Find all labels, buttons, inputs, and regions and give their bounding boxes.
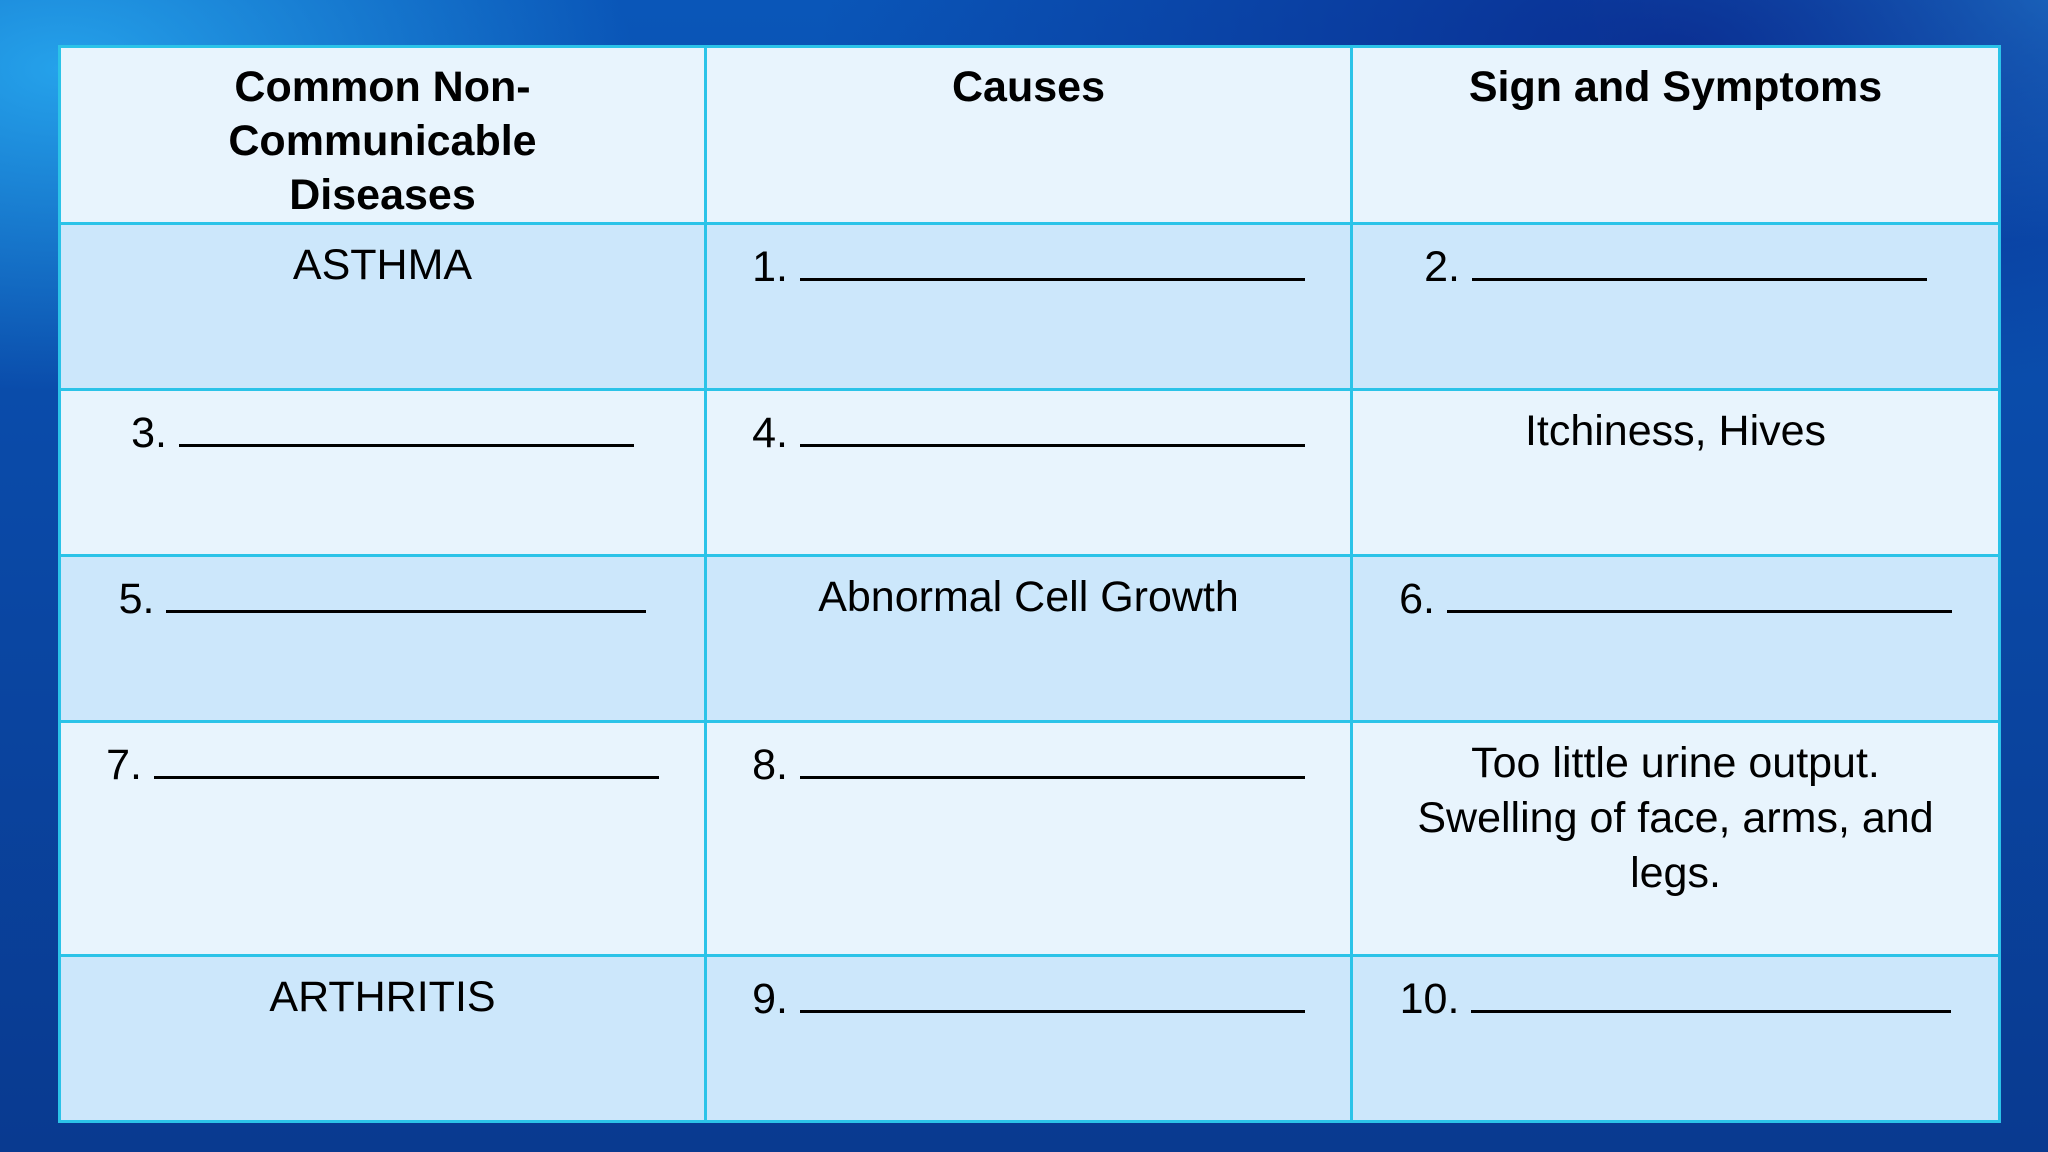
table-row: ARTHRITIS 9. 10. bbox=[58, 954, 2001, 1123]
item-number: 4. bbox=[752, 409, 788, 457]
cell-cause: Abnormal Cell Growth bbox=[704, 554, 1353, 723]
cell-symptom: 2. bbox=[1350, 222, 2001, 391]
item-number: 2. bbox=[1424, 243, 1460, 291]
cell-disease: 7. bbox=[58, 720, 707, 957]
answer-blank[interactable] bbox=[1471, 970, 1952, 1013]
answer-blank[interactable] bbox=[1446, 570, 1952, 613]
cell-symptom: 10. bbox=[1350, 954, 2001, 1123]
item-number: 9. bbox=[752, 975, 788, 1023]
cell-disease: 3. bbox=[58, 388, 707, 557]
table-row: ASTHMA 1. 2. bbox=[58, 222, 2001, 391]
cell-cause: 1. bbox=[704, 222, 1353, 391]
answer-blank[interactable] bbox=[799, 238, 1305, 281]
item-number: 3. bbox=[131, 409, 167, 457]
table-header-row: Common Non-Communicable Diseases Causes … bbox=[58, 45, 2001, 225]
cell-disease: ARTHRITIS bbox=[58, 954, 707, 1123]
item-number: 8. bbox=[752, 741, 788, 789]
cell-cause: 4. bbox=[704, 388, 1353, 557]
cell-symptom: Itchiness, Hives bbox=[1350, 388, 2001, 557]
answer-blank[interactable] bbox=[1471, 238, 1927, 281]
answer-blank[interactable] bbox=[166, 570, 647, 613]
item-number: 5. bbox=[118, 575, 155, 623]
item-number: 6. bbox=[1399, 575, 1435, 623]
answer-blank[interactable] bbox=[153, 736, 659, 779]
answer-blank[interactable] bbox=[799, 970, 1305, 1013]
answer-blank[interactable] bbox=[799, 404, 1305, 447]
cell-symptom: Too little urine output. Swelling of fac… bbox=[1350, 720, 2001, 957]
header-diseases: Common Non-Communicable Diseases bbox=[58, 45, 707, 225]
cell-cause: 9. bbox=[704, 954, 1353, 1123]
table-row: 3. 4. Itchiness, Hives bbox=[58, 388, 2001, 557]
diseases-table: Common Non-Communicable Diseases Causes … bbox=[58, 45, 2001, 1123]
table-row: 7. 8. Too little urine output. Swelling … bbox=[58, 720, 2001, 957]
table-row: 5. Abnormal Cell Growth 6. bbox=[58, 554, 2001, 723]
cell-cause: 8. bbox=[704, 720, 1353, 957]
answer-blank[interactable] bbox=[799, 736, 1305, 779]
cell-disease: 5. bbox=[58, 554, 707, 723]
answer-blank[interactable] bbox=[178, 404, 634, 447]
item-number: 1. bbox=[752, 243, 788, 291]
item-number: 10. bbox=[1399, 975, 1460, 1023]
item-number: 7. bbox=[106, 741, 142, 789]
cell-symptom: 6. bbox=[1350, 554, 2001, 723]
header-symptoms: Sign and Symptoms bbox=[1350, 45, 2001, 225]
cell-disease: ASTHMA bbox=[58, 222, 707, 391]
header-causes: Causes bbox=[704, 45, 1353, 225]
